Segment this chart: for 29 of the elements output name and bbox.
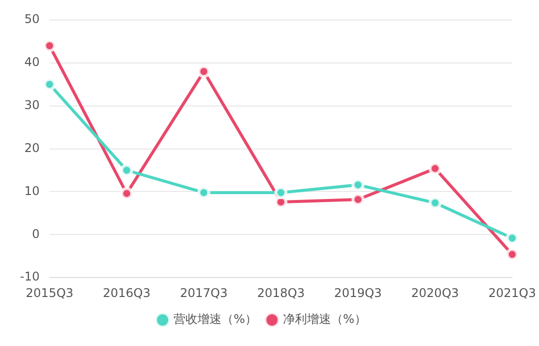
point [197,65,210,78]
y-tick-label: 50 [24,12,40,26]
point [428,162,442,176]
point [428,196,442,210]
x-tick-label: 2021Q3 [488,286,536,300]
point [506,248,519,261]
x-tick-label: 2017Q3 [180,286,228,300]
y-tick-label: 10 [24,184,40,198]
x-tick-label: 2019Q3 [334,286,382,300]
point [351,192,364,206]
x-tick-label: 2015Q3 [26,286,74,300]
x-tick-label: 2016Q3 [102,286,151,300]
point [120,164,134,177]
point [351,178,364,192]
point [43,39,56,52]
point [506,232,519,245]
point [43,78,56,91]
legend-label: 净利增速（%） [283,312,366,326]
y-tick-label: 20 [24,140,40,155]
x-tick-label: 2020Q3 [411,286,459,300]
y-tick-label: -10 [20,270,40,284]
point [120,186,134,200]
y-tick-label: 0 [32,226,40,241]
point [197,186,210,200]
x-tick-label: 2018Q3 [257,286,305,300]
y-tick-label: 30 [24,98,40,112]
y-tick-label: 40 [24,55,40,70]
point [274,186,288,200]
legend-label: 营收增速（%） [174,312,258,326]
